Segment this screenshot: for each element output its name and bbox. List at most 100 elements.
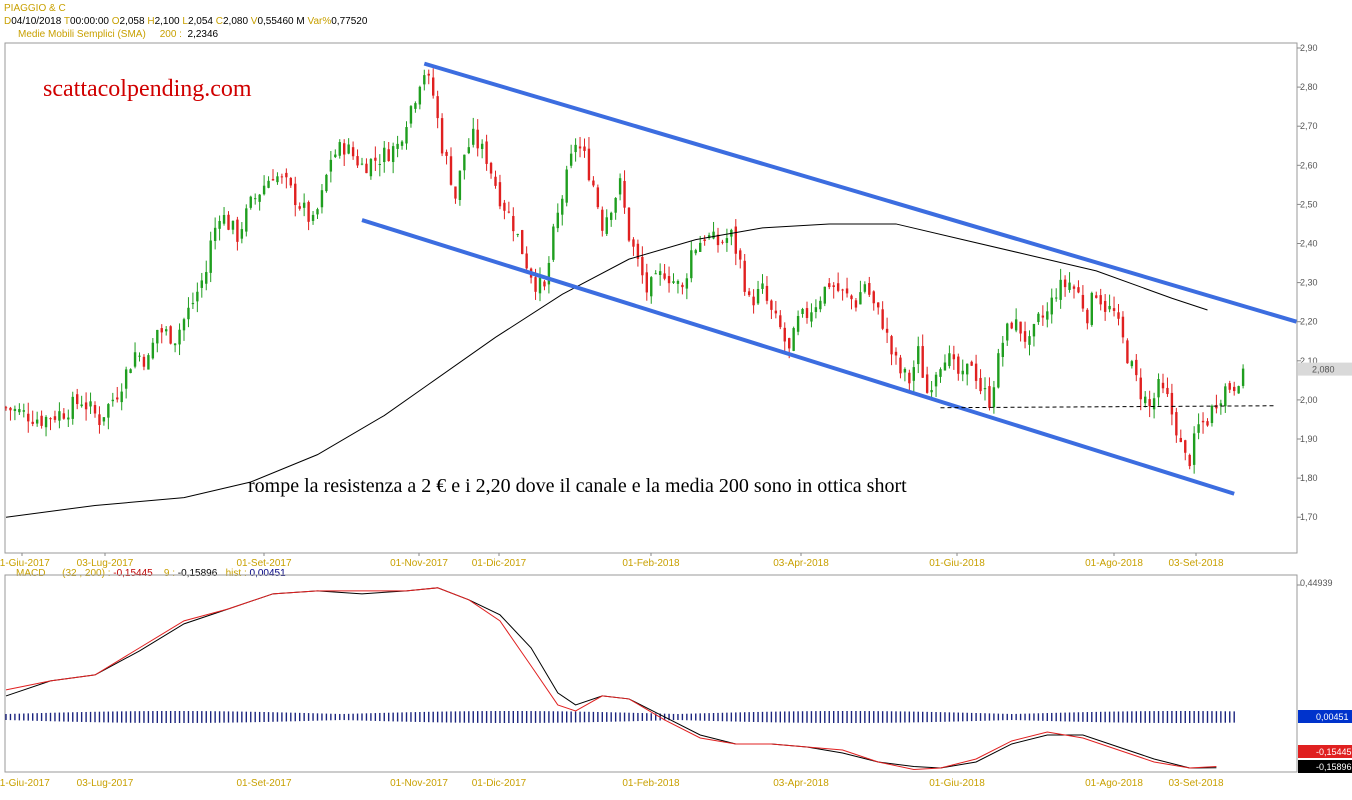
candle-body: [667, 276, 671, 284]
date-value: 04/10/2018: [11, 16, 62, 27]
candle-body: [921, 346, 924, 378]
candle-body: [1166, 387, 1169, 395]
candle-body: [1095, 295, 1098, 298]
candle-body: [84, 402, 88, 410]
candle-body: [979, 377, 982, 392]
sma-period: 200 :: [159, 29, 182, 40]
candle-body: [1210, 405, 1214, 424]
candle-body: [129, 369, 132, 374]
macd-signal-value-box: [1298, 760, 1352, 773]
candle-body: [578, 146, 582, 149]
candle-body: [658, 271, 662, 276]
close-value: 2,080: [222, 16, 249, 27]
candle-body: [1117, 312, 1120, 319]
candle-body: [948, 353, 951, 367]
candle-body: [18, 409, 21, 413]
candle-body: [360, 163, 364, 165]
candle-body: [992, 387, 996, 408]
ohlc-readout: D04/10/2018 T00:00:00 O2,058 H2,100 L2,0…: [4, 16, 367, 28]
candle-body: [245, 208, 248, 232]
candle-body: [249, 196, 252, 208]
candle-body: [1108, 305, 1111, 310]
candle-body: [716, 234, 720, 246]
candle-body: [1144, 396, 1147, 404]
candle-body: [1112, 308, 1116, 311]
candle-body: [1014, 319, 1018, 331]
candle-body: [205, 272, 208, 284]
candle-body: [788, 338, 791, 349]
candle-body: [974, 363, 978, 381]
open-value: 2,058: [119, 16, 145, 27]
candle-body: [850, 295, 853, 300]
candle-body: [592, 180, 595, 186]
candle-body: [227, 214, 230, 230]
candle-body: [387, 149, 390, 162]
candle-body: [983, 387, 987, 390]
x-tick-label-macd: 01-Giu-2017: [0, 778, 50, 789]
candle-body: [890, 336, 893, 355]
candle-body: [1157, 379, 1160, 398]
candle-body: [676, 280, 680, 284]
y-tick-label: 2,30: [1300, 278, 1318, 288]
candle-body: [587, 148, 591, 181]
candle-body: [93, 405, 97, 414]
candle-body: [1224, 386, 1227, 407]
candle-body: [1215, 404, 1218, 409]
date-key: D: [4, 16, 12, 27]
candle-body: [632, 239, 635, 247]
candle-body: [294, 183, 297, 206]
candle-body: [120, 391, 123, 403]
macd-value-box: [1298, 745, 1352, 758]
candle-body: [899, 357, 902, 374]
candle-body: [877, 302, 880, 308]
candle-body: [280, 176, 284, 178]
candle-body: [1063, 279, 1067, 288]
x-tick-label: 01-Ago-2018: [1085, 558, 1143, 569]
x-tick-label-macd: 01-Set-2017: [236, 778, 291, 789]
candle-body: [53, 416, 57, 420]
symbol-title: PIAGGIO & C: [4, 3, 66, 15]
candle-body: [952, 354, 956, 360]
candle-body: [903, 368, 907, 373]
candle-body: [423, 75, 426, 85]
x-tick-label-macd: 01-Nov-2017: [390, 778, 448, 789]
candle-body: [1237, 386, 1240, 394]
candle-body: [1192, 433, 1196, 465]
x-tick-label: 03-Apr-2018: [773, 558, 829, 569]
x-tick-label: 01-Giu-2017: [0, 558, 50, 569]
candle-body: [1077, 287, 1080, 293]
candle-body: [9, 407, 12, 411]
last-price-label: 2,080: [1312, 365, 1335, 375]
candle-body: [725, 238, 729, 243]
sma-label: Medie Mobili Semplici (SMA): [18, 29, 146, 40]
candle-body: [165, 329, 168, 332]
candle-body: [13, 408, 17, 411]
signal-key: 9 :: [163, 568, 175, 579]
candle-body: [262, 185, 266, 195]
candle-body: [1019, 321, 1022, 334]
candle-body: [894, 351, 898, 356]
candle-body: [805, 308, 809, 318]
candle-body: [547, 262, 551, 285]
candle-body: [1241, 368, 1245, 386]
candle-body: [116, 397, 119, 400]
candle-body: [1103, 300, 1107, 312]
candle-body: [618, 178, 622, 195]
candle-body: [1086, 309, 1089, 324]
candle-body: [703, 239, 706, 242]
candle-body: [614, 197, 617, 213]
candle-body: [1170, 392, 1174, 415]
candle-body: [458, 170, 462, 200]
x-tick-label-macd: 01-Ago-2018: [1085, 778, 1143, 789]
candle-body: [747, 291, 751, 296]
macd-value-box-label: -0,15445: [1316, 747, 1352, 757]
candle-body: [463, 154, 466, 171]
candle-body: [943, 362, 947, 371]
candle-body: [231, 220, 235, 230]
candle-body: [383, 147, 386, 163]
candle-body: [285, 172, 288, 178]
candle-body: [213, 227, 217, 241]
candle-body: [498, 182, 502, 207]
candle-body: [316, 209, 319, 215]
